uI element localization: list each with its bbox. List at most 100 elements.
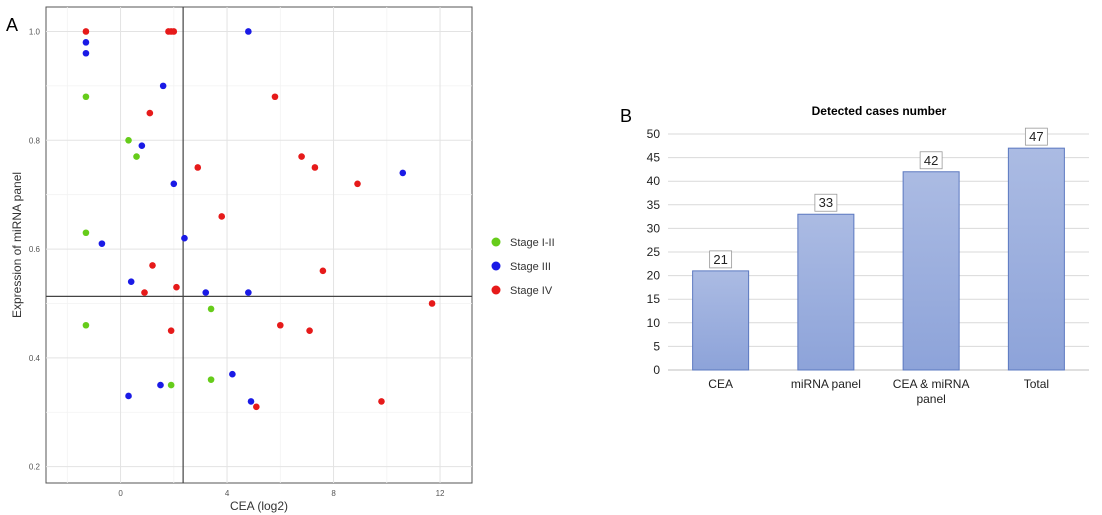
scatter-point	[271, 93, 279, 101]
bar	[1007, 147, 1065, 371]
scatter-y-tick-label: 0.8	[29, 136, 41, 145]
bar	[797, 213, 855, 371]
legend-label: Stage IV	[510, 285, 553, 297]
legend-marker	[491, 237, 501, 247]
bar-category-label: Total	[1024, 377, 1049, 391]
scatter-point	[98, 240, 106, 247]
bar-y-tick-label: 15	[647, 292, 661, 306]
scatter-point	[202, 289, 210, 296]
bar-data-label: 42	[924, 153, 938, 168]
scatter-point	[170, 180, 178, 188]
bar-category-label: CEA & miRNA	[893, 377, 970, 391]
bar	[902, 171, 960, 371]
bar-data-label-box	[919, 151, 943, 170]
scatter-point	[173, 283, 180, 291]
scatter-y-axis-label: Expression of miRNA panel	[10, 172, 24, 318]
scatter-point	[218, 213, 226, 220]
scatter-point	[253, 403, 260, 411]
scatter-point	[245, 28, 252, 35]
legend-label: Stage I-II	[510, 237, 555, 249]
scatter-y-tick-label: 1.0	[29, 27, 41, 36]
scatter-x-axis-label: CEA (log2)	[230, 499, 288, 513]
scatter-point	[229, 370, 236, 378]
scatter-point	[399, 169, 407, 177]
legend-marker	[491, 285, 501, 295]
bar-y-tick-label: 5	[653, 339, 660, 353]
bar-y-tick-labels: 0 5 10 15 20 25 30 35 40 45 50	[647, 127, 661, 377]
bar-y-tick-label: 20	[647, 269, 661, 283]
scatter-grid	[46, 7, 472, 483]
scatter-point	[311, 164, 319, 171]
bar-category-label: panel	[916, 392, 945, 406]
scatter-point	[149, 262, 156, 269]
scatter-y-tick-label: 0.4	[29, 354, 41, 363]
scatter-point	[82, 39, 90, 46]
scatter-point	[138, 142, 146, 150]
scatter-point	[167, 381, 175, 389]
scatter-point	[306, 327, 313, 334]
bar-data-labels: 21 33 42 47	[709, 127, 1048, 269]
bar-series	[692, 147, 1065, 371]
bar-y-tick-label: 50	[647, 127, 661, 141]
panel-label-a: A	[6, 15, 18, 35]
scatter-point	[82, 93, 90, 101]
scatter-plot-area	[45, 6, 473, 484]
scatter-legend: Stage I-II Stage III Stage IV	[491, 237, 555, 297]
scatter-point	[133, 153, 140, 160]
scatter-point	[207, 305, 215, 313]
scatter-point	[245, 289, 252, 296]
scatter-point	[319, 267, 327, 275]
scatter-x-tick-label: 0	[118, 489, 123, 498]
bar-y-tick-label: 45	[647, 151, 661, 165]
scatter-point	[157, 381, 164, 389]
scatter-panel: A 0 4 8 12 0.2 0.4 0.6 0.8 1.0 CEA (log2) Expres…	[6, 6, 555, 513]
bar-data-label-box	[1024, 127, 1048, 146]
scatter-x-tick-label: 4	[225, 489, 230, 498]
scatter-y-tick-label: 0.6	[29, 245, 41, 254]
scatter-point	[298, 153, 305, 160]
bar-y-tick-label: 25	[647, 245, 661, 259]
scatter-x-tick-label: 12	[436, 489, 445, 498]
scatter-point	[125, 392, 132, 400]
scatter-point	[170, 28, 178, 35]
scatter-point	[194, 164, 202, 171]
scatter-point	[141, 289, 148, 296]
scatter-point	[82, 321, 90, 329]
bar-data-label-box	[709, 250, 733, 269]
scatter-point	[181, 234, 188, 242]
bar-category-label: miRNA panel	[791, 377, 861, 391]
bar-chart-title: Detected cases number	[812, 104, 947, 118]
scatter-point	[82, 28, 90, 35]
scatter-point	[428, 300, 436, 307]
scatter-x-tick-label: 8	[331, 489, 336, 498]
scatter-reference-lines	[46, 7, 472, 483]
bar-y-tick-label: 30	[647, 221, 661, 235]
scatter-point	[167, 327, 175, 334]
scatter-point	[354, 180, 361, 188]
scatter-point	[378, 398, 385, 405]
bar-y-tick-label: 40	[647, 174, 661, 188]
bar-y-tick-label: 35	[647, 198, 661, 212]
scatter-point	[82, 49, 90, 57]
scatter-point	[82, 229, 90, 237]
bar-data-label: 21	[713, 252, 727, 267]
scatter-point	[127, 278, 135, 286]
bar	[692, 270, 750, 371]
scatter-tick-labels: 0 4 8 12 0.2 0.4 0.6 0.8 1.0	[29, 27, 445, 498]
bar-y-tick-label: 10	[647, 316, 661, 330]
bar-data-label-box	[814, 193, 838, 212]
scatter-point	[247, 398, 255, 405]
scatter-point	[146, 109, 154, 117]
bar-y-tick-label: 0	[653, 363, 660, 377]
legend-label: Stage III	[510, 261, 551, 273]
scatter-point	[277, 321, 284, 329]
scatter-point	[207, 376, 215, 383]
bar-panel: B Detected cases number 0 5 10 15 20 25 30 35 40…	[620, 104, 1089, 406]
bar-category-label: CEA	[708, 377, 733, 391]
scatter-points	[82, 28, 436, 411]
scatter-point	[159, 82, 167, 90]
scatter-y-tick-label: 0.2	[29, 463, 41, 472]
legend-marker	[491, 261, 501, 271]
